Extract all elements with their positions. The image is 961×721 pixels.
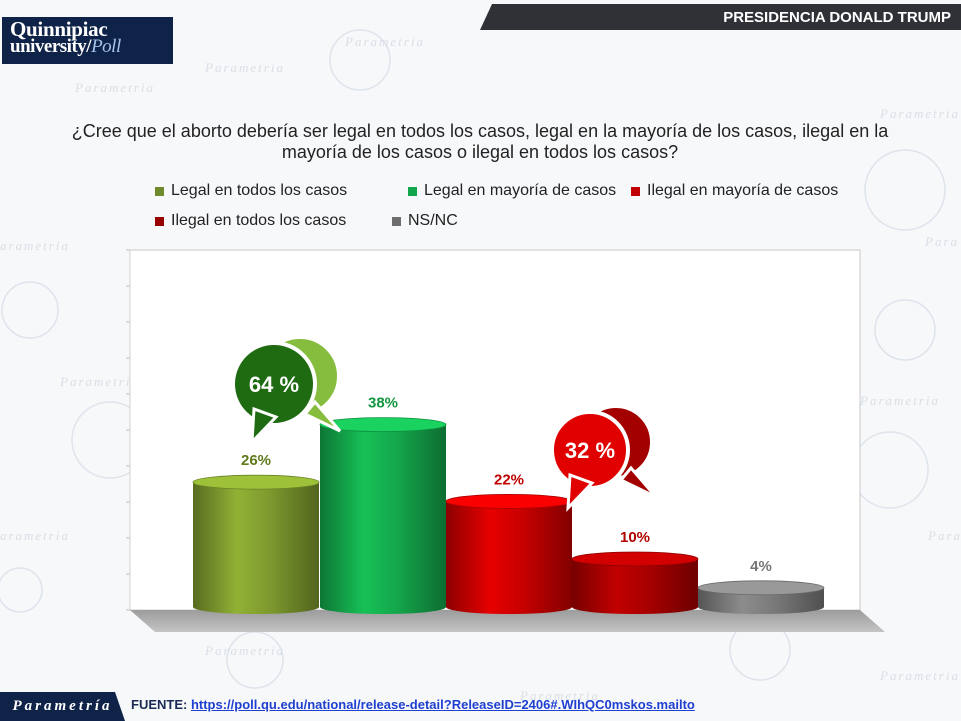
svg-text:Parametria: Parametria [879,106,960,121]
legend-label: Legal en mayoría de casos [424,182,617,199]
quinnipiac-logo: Quinnipiac university/Poll [2,17,173,64]
callout-bubble [231,341,317,427]
source-label: FUENTE: [131,697,191,712]
data-label: 4% [750,558,772,575]
legend-label: Ilegal en todos los casos [171,212,347,229]
bar [319,417,447,614]
legend-item-legal-mayoria: Legal en mayoría de casos [408,182,616,200]
legend-swatch [408,186,417,196]
svg-text:Parametria: Parametria [59,374,140,389]
chart-legend: Legal en todos los casos Legal en mayorí… [155,182,875,238]
callout-tail [566,472,595,512]
logo-line1: Quinnipiac [10,17,108,41]
svg-text:Parametria: Parametria [74,80,155,95]
bar [571,551,699,614]
svg-text:Parametria: Parametria [204,643,285,658]
parametria-logo: Parametría [0,692,125,721]
bar [192,474,320,614]
data-label: 22% [494,471,524,488]
legend-label: Legal en todos los casos [171,182,348,199]
data-label: 26% [241,452,271,469]
legend-swatch [155,216,164,226]
chart-question: ¿Cree que el aborto debería ser legal en… [71,121,889,162]
bar-top [319,417,447,433]
callout-back-tail [302,399,342,433]
bar-body [698,587,824,614]
source-link[interactable]: https://poll.qu.edu/national/release-det… [190,697,695,712]
source-line: FUENTE: https://poll.qu.edu/national/rel… [131,697,695,712]
svg-text:Para: Para [924,234,959,249]
data-label: 38% [368,395,398,412]
svg-text:Para: Para [927,528,961,543]
chart-floor [130,610,885,632]
bar-top [697,580,825,596]
legend-item-legal-todos: Legal en todos los casos [155,182,347,200]
bar-body [320,424,446,614]
callout-tail [250,406,279,446]
bar-body [572,559,698,614]
svg-text:Parametria: Parametria [344,34,425,49]
bar-body [446,501,572,614]
bar-top [445,493,573,509]
legend-item-ilegal-todos: Ilegal en todos los casos [155,212,346,230]
svg-text:Parametria: Parametria [0,528,70,543]
callout-bubble [550,410,630,490]
legend-item-nsnc: NS/NC [392,212,458,230]
svg-text:Parametria: Parametria [204,60,285,75]
legend-label: NS/NC [408,212,458,229]
bar-body [193,482,319,614]
callout-label: 64 % [249,372,299,397]
bar [445,493,573,614]
legend-label: Ilegal en mayoría de casos [647,182,839,199]
header-title-bar: PRESIDENCIA DONALD TRUMP [480,4,961,30]
legend-swatch [631,186,640,196]
logo-line2: university [10,36,87,57]
bar-top [571,551,699,567]
logo-poll: Poll [91,36,121,57]
bar [697,580,825,614]
legend-item-ilegal-mayoria: Ilegal en mayoría de casos [631,182,838,200]
bar-top [192,474,320,490]
svg-text:Parametria: Parametria [859,393,940,408]
data-label: 10% [620,529,650,546]
callout-label: 32 % [565,438,615,463]
legend-swatch [392,216,401,226]
svg-text:Parametria: Parametria [0,238,70,253]
svg-text:Parametria: Parametria [519,688,600,703]
callout-back-tail [618,465,658,499]
legend-swatch [155,186,164,196]
header-title: PRESIDENCIA DONALD TRUMP [723,8,951,26]
svg-text:Parametria: Parametria [879,668,960,683]
